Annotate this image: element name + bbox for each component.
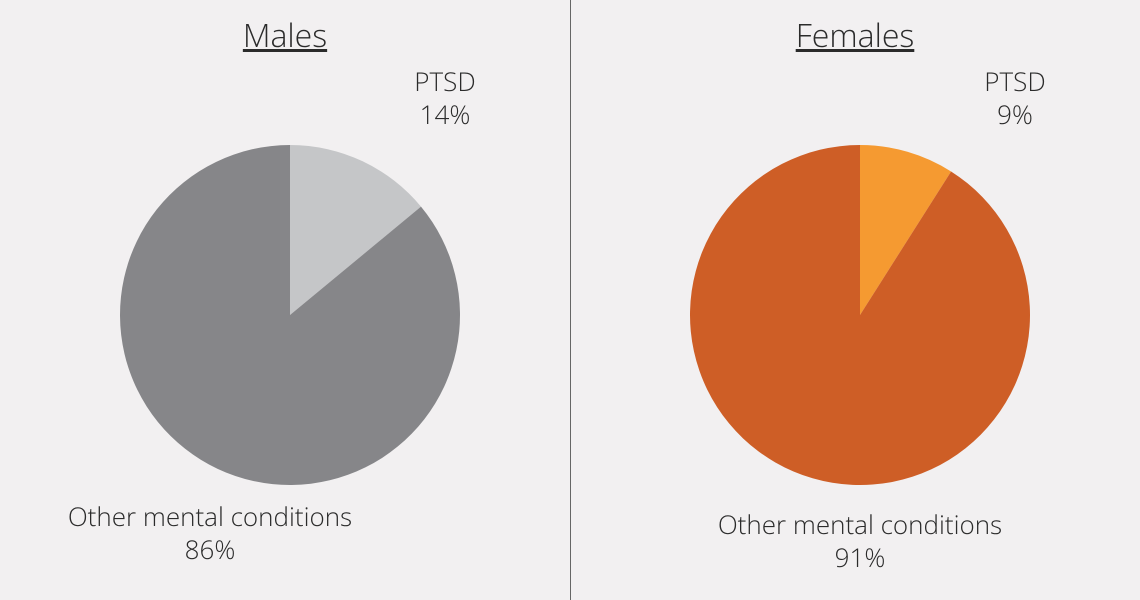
label-value: 86% <box>30 533 390 566</box>
vertical-divider <box>570 0 571 600</box>
label-text: Other mental conditions <box>30 500 390 533</box>
males-pie <box>120 145 460 485</box>
pie-slice <box>690 145 1030 485</box>
males-title: Males <box>0 14 570 57</box>
females-title: Females <box>570 14 1140 57</box>
label-text: Other mental conditions <box>690 508 1030 541</box>
females-pie <box>690 145 1030 485</box>
label-text: PTSD <box>360 65 530 98</box>
females-other-label: Other mental conditions 91% <box>690 508 1030 573</box>
males-other-label: Other mental conditions 86% <box>30 500 390 565</box>
males-ptsd-label: PTSD 14% <box>360 65 530 130</box>
label-value: 14% <box>360 98 530 131</box>
label-text: PTSD <box>930 65 1100 98</box>
chart-container: Males PTSD 14% Other mental conditions 8… <box>0 0 1140 600</box>
females-panel: Females PTSD 9% Other mental conditions … <box>570 0 1140 600</box>
females-ptsd-label: PTSD 9% <box>930 65 1100 130</box>
label-value: 91% <box>690 541 1030 574</box>
label-value: 9% <box>930 98 1100 131</box>
males-panel: Males PTSD 14% Other mental conditions 8… <box>0 0 570 600</box>
